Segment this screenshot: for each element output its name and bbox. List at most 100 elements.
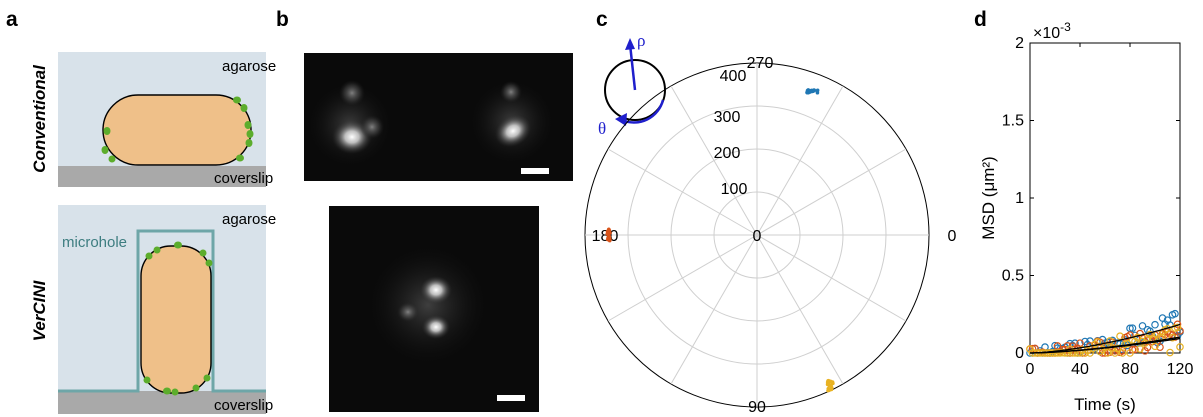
polar-spoke xyxy=(756,234,844,385)
plot-area xyxy=(1029,42,1181,354)
trajectory-point xyxy=(605,231,610,236)
msd-point xyxy=(1071,349,1079,357)
y-tick-label: 0.5 xyxy=(1002,268,1024,285)
coverslip-region-bottom xyxy=(58,391,266,414)
x-tick-label: 120 xyxy=(1167,361,1194,378)
msd-point xyxy=(1113,344,1122,353)
panel-d-msd-chart: 0 40 80 120 0 0.5 1 1.5 2 ×10-3 Time (s) MSD (μm… xyxy=(979,20,1193,414)
msd-point xyxy=(1151,342,1159,351)
rotation-inset: ρ θ xyxy=(598,31,666,138)
msd-point xyxy=(1173,323,1182,332)
msd-point xyxy=(1051,341,1059,350)
agarose-label-bottom: agarose xyxy=(222,211,276,228)
polar-spoke xyxy=(607,148,758,236)
rho-arrow xyxy=(628,43,637,91)
msd-point xyxy=(1053,349,1062,357)
radius-label-200: 200 xyxy=(714,145,741,162)
panel-label-a: a xyxy=(6,8,18,31)
fluorescent-spots-bottom xyxy=(143,241,213,396)
y-axis-label: MSD (μm²) xyxy=(979,156,998,239)
trajectory-point xyxy=(827,381,831,386)
cell-vertical xyxy=(140,245,212,394)
radius-label-300: 300 xyxy=(714,109,741,126)
y-tick-label: 1.5 xyxy=(1002,113,1024,130)
msd-point xyxy=(1136,345,1144,353)
angle-label-270: 270 xyxy=(747,55,774,72)
vercini-label: VerCINI xyxy=(30,279,49,341)
trajectory-point xyxy=(828,387,833,391)
msd-point xyxy=(1171,309,1179,318)
panel-label-b: b xyxy=(276,8,289,31)
msd-point xyxy=(1138,322,1147,330)
x-tick-label: 0 xyxy=(1026,361,1035,378)
panel-a: agarose coverslip Conventional agarose m… xyxy=(30,52,276,414)
msd-point xyxy=(1076,339,1084,347)
polar-spoke xyxy=(607,234,758,322)
panel-label-d: d xyxy=(974,8,987,31)
msd-point xyxy=(1083,346,1092,355)
polar-spoke xyxy=(756,234,907,322)
msd-point xyxy=(1126,349,1134,357)
msd-point xyxy=(1133,333,1142,342)
msd-fit-line xyxy=(1030,337,1181,354)
trajectory-point xyxy=(607,227,611,232)
panel-b xyxy=(304,53,573,412)
trajectory-point xyxy=(826,378,831,383)
trajectory-point xyxy=(815,88,820,93)
msd-point xyxy=(1118,349,1127,357)
msd-point xyxy=(1103,349,1112,357)
x-tick-label: 40 xyxy=(1071,361,1089,378)
trajectory-point xyxy=(830,380,835,384)
msd-point xyxy=(1051,349,1059,357)
x-axis-label: Time (s) xyxy=(1074,395,1136,414)
msd-point xyxy=(1096,338,1104,347)
scale-bar-top xyxy=(521,168,549,174)
microhole-label: microhole xyxy=(62,234,127,251)
msd-point xyxy=(1058,348,1067,357)
y-tick-label: 0 xyxy=(1015,345,1024,362)
msd-point xyxy=(1151,320,1159,329)
trajectory-point xyxy=(805,90,809,95)
conventional-label: Conventional xyxy=(30,64,49,173)
coverslip-label-top: coverslip xyxy=(214,170,273,187)
msd-point xyxy=(1026,345,1034,353)
polar-trajectories xyxy=(605,88,835,393)
y-tick-label: 1 xyxy=(1015,190,1024,207)
panel-c-polar-plot: ρ θ 0 270 90 180 0 100 200 300 400 xyxy=(584,31,957,416)
msd-point xyxy=(1156,343,1164,351)
msd-point xyxy=(1176,343,1184,351)
msd-point xyxy=(1131,345,1139,354)
polar-spoke xyxy=(670,234,758,385)
msd-fit-line xyxy=(1030,323,1181,354)
microhole-outline xyxy=(58,229,266,393)
fluorescent-spots-top xyxy=(101,96,254,163)
angle-label-180: 180 xyxy=(592,228,619,245)
polar-spoke xyxy=(670,85,758,236)
trajectory-point xyxy=(607,236,612,240)
polar-center-label: 0 xyxy=(753,228,762,245)
msd-point xyxy=(1056,349,1064,357)
msd-point xyxy=(1068,349,1077,357)
y-tick-label: 2 xyxy=(1015,35,1024,52)
panel-label-c: c xyxy=(596,8,608,31)
polar-spoke xyxy=(756,148,907,236)
theta-label: θ xyxy=(598,119,606,138)
msd-point xyxy=(1116,332,1124,341)
msd-point xyxy=(1146,330,1154,339)
polar-spoke xyxy=(756,85,844,236)
msd-point xyxy=(1123,339,1132,348)
scale-bar-bottom xyxy=(497,395,525,401)
agarose-label-top: agarose xyxy=(222,58,276,75)
angle-label-90: 90 xyxy=(748,399,766,416)
exponent-label: ×10-3 xyxy=(1033,20,1071,42)
radius-label-400: 400 xyxy=(720,68,747,85)
polar-grid xyxy=(584,62,930,408)
radius-label-100: 100 xyxy=(721,181,748,198)
coverslip-label-bottom: coverslip xyxy=(214,397,273,414)
msd-point xyxy=(1166,348,1174,357)
coverslip-region-top xyxy=(58,166,266,187)
rho-label: ρ xyxy=(637,31,645,50)
cell-horizontal xyxy=(102,94,252,166)
x-tick-label: 80 xyxy=(1121,361,1139,378)
